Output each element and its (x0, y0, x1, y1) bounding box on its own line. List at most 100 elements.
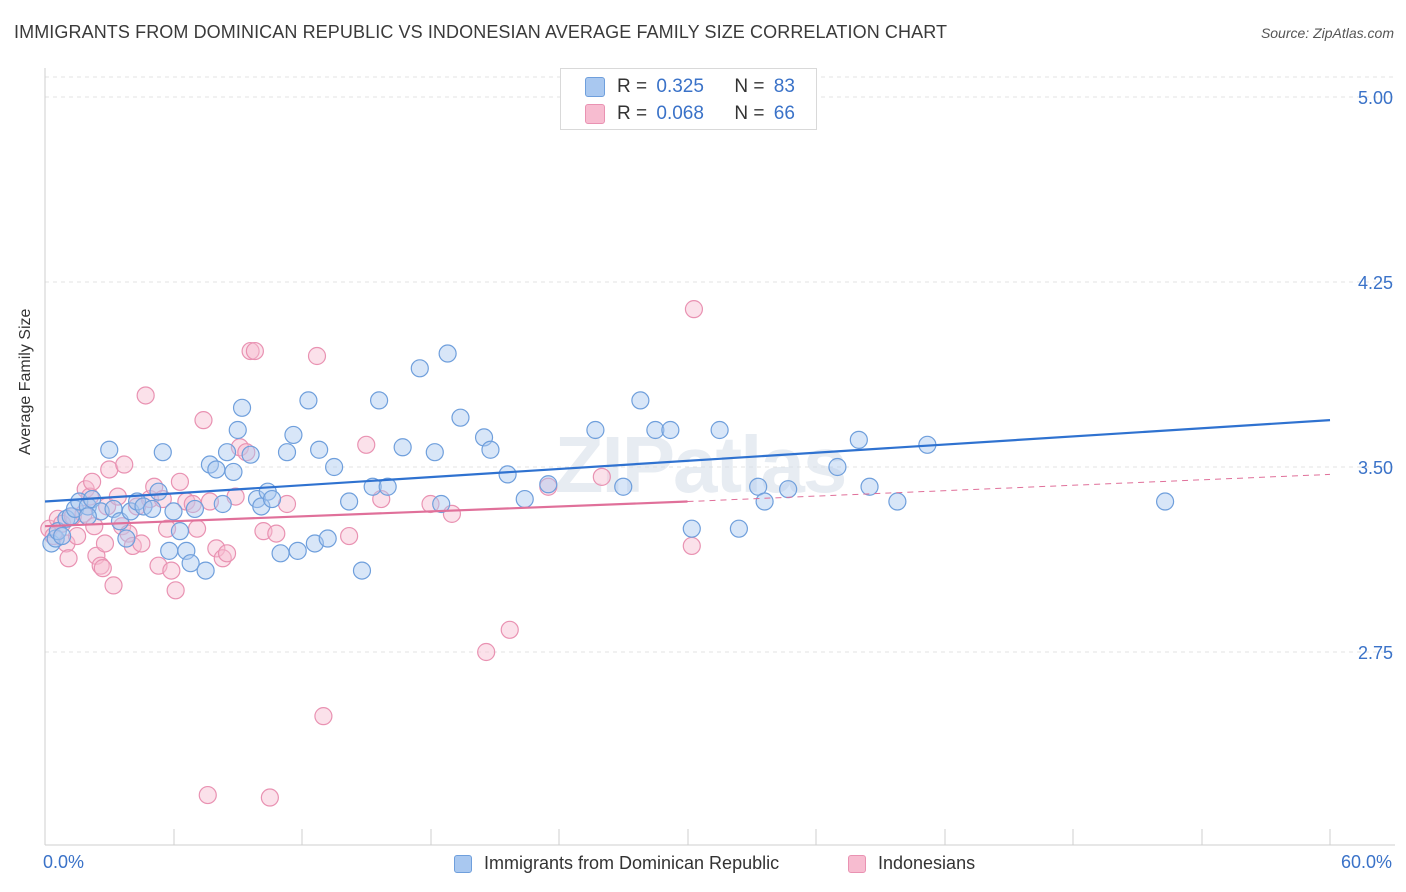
dominican-point (217, 443, 237, 462)
dominican-point (755, 492, 774, 511)
legend-r-value: 0.068 (656, 103, 704, 124)
dominican-point (481, 440, 500, 459)
dominican-point (284, 425, 303, 445)
legend-item-label: Immigrants from Dominican Republic (484, 853, 780, 873)
dominican-point (586, 420, 605, 440)
dominican-point (310, 440, 329, 459)
indonesian-point (267, 524, 286, 543)
dominican-point (207, 460, 226, 479)
dominican-point (224, 462, 243, 482)
indonesian-point (314, 707, 333, 726)
legend-item-indonesians: Indonesians (848, 853, 975, 874)
indonesian-point (241, 341, 260, 361)
indonesian-point (68, 526, 87, 546)
indonesian-point (217, 544, 237, 563)
dominican-point (213, 494, 232, 514)
dominican-point (170, 522, 190, 541)
dominican-point (438, 344, 457, 363)
series-legend: Immigrants from Dominican Republic Indon… (0, 850, 1406, 880)
legend-n-label: N = (734, 76, 765, 97)
dominican-point (53, 526, 72, 546)
y-tick-label: 2.75 (1358, 643, 1393, 663)
indonesian-point (260, 788, 279, 807)
indonesian-point (357, 435, 376, 454)
dominican-point (181, 554, 200, 573)
legend-n-label: N = (734, 103, 765, 124)
pink-swatch-icon (848, 854, 866, 873)
dominican-point (164, 502, 183, 521)
dominican-point (318, 529, 337, 548)
indonesian-point (307, 346, 327, 366)
legend-item-dominican: Immigrants from Dominican Republic (454, 853, 779, 874)
indonesian-point (136, 386, 155, 405)
indonesian-point (166, 581, 185, 600)
indonesian-point (95, 534, 115, 553)
y-tick-label: 4.25 (1358, 273, 1393, 293)
correlation-legend: R = 0.325 N = 83 R = 0.068 N = 66 (560, 68, 817, 130)
x-tick-max: 60.0% (1340, 852, 1392, 872)
dominican-point (515, 489, 534, 509)
dominican-point (729, 519, 749, 538)
indonesian-point (162, 561, 181, 580)
indonesian-point (194, 411, 213, 430)
dominican-point (299, 391, 318, 410)
dominican-point (185, 499, 205, 519)
dominican-point (710, 420, 729, 440)
dominican-point (277, 443, 297, 462)
legend-row-pink: R = 0.068 N = 66 (585, 101, 795, 127)
source-label: Source: ZipAtlas.com (1260, 25, 1394, 41)
x-tick-min: 0.0% (43, 852, 85, 872)
indonesian-trend-extension (687, 473, 1331, 503)
pink-swatch-icon (585, 104, 605, 124)
dominican-point (160, 541, 179, 560)
indonesian-point (83, 472, 102, 491)
legend-r-value: 0.325 (656, 76, 704, 97)
dominican-point (432, 494, 451, 514)
dominican-point (232, 398, 252, 417)
y-axis-title: Average Family Size (17, 308, 34, 455)
indonesian-point (198, 785, 217, 805)
indonesian-point (91, 556, 110, 575)
indonesian-point (245, 341, 264, 361)
dominican-point (352, 561, 372, 580)
dominican-point (410, 359, 429, 378)
dominican-point (370, 391, 389, 410)
dominican-point (271, 544, 290, 563)
dominican-point (631, 391, 650, 410)
legend-item-label: Indonesians (878, 853, 976, 873)
dominican-point (153, 443, 172, 462)
dominican-point (539, 475, 558, 494)
dominican-point (849, 430, 868, 449)
dominican-point (828, 457, 847, 477)
indonesian-point (340, 526, 359, 546)
y-tick-label: 5.00 (1358, 88, 1393, 108)
dominican-point (888, 492, 907, 511)
legend-n-value: 66 (773, 103, 795, 124)
dominican-point (614, 477, 633, 496)
dominican-point (78, 507, 97, 526)
dominican-point (241, 445, 260, 464)
indonesian-point (170, 472, 190, 491)
dominican-point (779, 480, 798, 499)
indonesian-point (682, 536, 701, 556)
blue-swatch-icon (585, 77, 605, 97)
indonesian-point (592, 467, 611, 486)
indonesian-point (93, 559, 112, 578)
dominican-point (117, 529, 136, 548)
dominican-point (425, 443, 444, 462)
indonesian-point (500, 620, 519, 639)
indonesian-point (684, 300, 704, 319)
dominican-point (363, 477, 382, 496)
dominican-point (860, 477, 879, 496)
dominican-point (451, 408, 470, 427)
dominican-point (393, 438, 412, 457)
dominican-point (288, 541, 307, 560)
dominican-point (340, 492, 359, 511)
dominican-point (682, 519, 701, 538)
indonesian-point (104, 576, 123, 595)
dominican-point (646, 420, 665, 440)
dominican-trend-line (44, 419, 1331, 503)
indonesian-point (59, 549, 78, 568)
legend-row-blue: R = 0.325 N = 83 (585, 74, 795, 100)
